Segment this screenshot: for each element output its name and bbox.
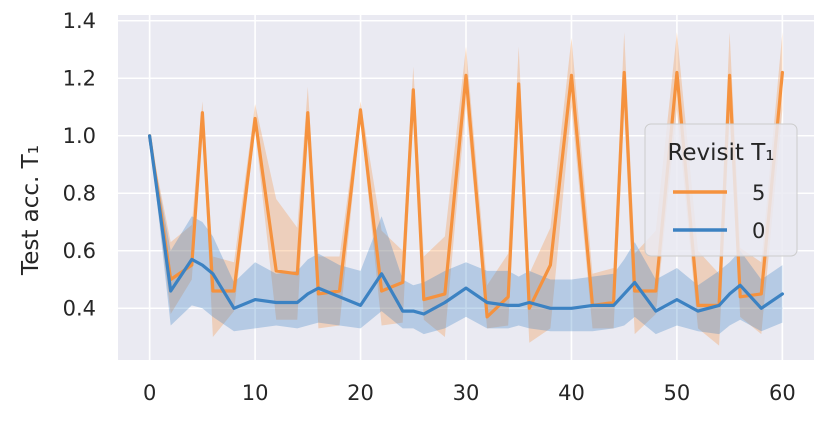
x-tick-label: 20	[347, 381, 374, 405]
y-tick-label: 0.4	[63, 296, 96, 320]
series-line-5	[148, 70, 785, 319]
confidence-band-series-0	[149, 135, 783, 335]
y-tick-label: 1.0	[63, 124, 96, 148]
legend-title: Revisit T₁	[667, 140, 774, 166]
y-tick-label: 1.2	[63, 66, 96, 90]
x-tick-labels: 0 10 20 30 40 50 60	[143, 381, 796, 405]
x-tick-label: 30	[453, 381, 480, 405]
x-tick-label: 60	[769, 381, 796, 405]
y-tick-label: 1.4	[63, 9, 96, 33]
x-tick-label: 40	[558, 381, 585, 405]
y-axis-label: Test acc. T₁	[18, 145, 44, 276]
series-line-0	[148, 134, 785, 316]
legend-label-series-0: 0	[752, 219, 765, 243]
series-lines	[148, 70, 785, 319]
legend-box	[644, 123, 798, 257]
x-tick-label: 10	[242, 381, 269, 405]
legend-label-series-5: 5	[752, 181, 765, 205]
x-tick-label: 0	[143, 381, 156, 405]
y-tick-label: 0.6	[63, 239, 96, 263]
y-tick-labels: 0.4 0.6 0.8 1.0 1.2 1.4	[63, 9, 96, 321]
confidence-band-series-5	[149, 32, 783, 346]
legend: Revisit T₁ 5 0	[644, 123, 798, 257]
x-tick-label: 50	[664, 381, 691, 405]
confidence-bands	[149, 32, 783, 346]
y-tick-label: 0.8	[63, 181, 96, 205]
